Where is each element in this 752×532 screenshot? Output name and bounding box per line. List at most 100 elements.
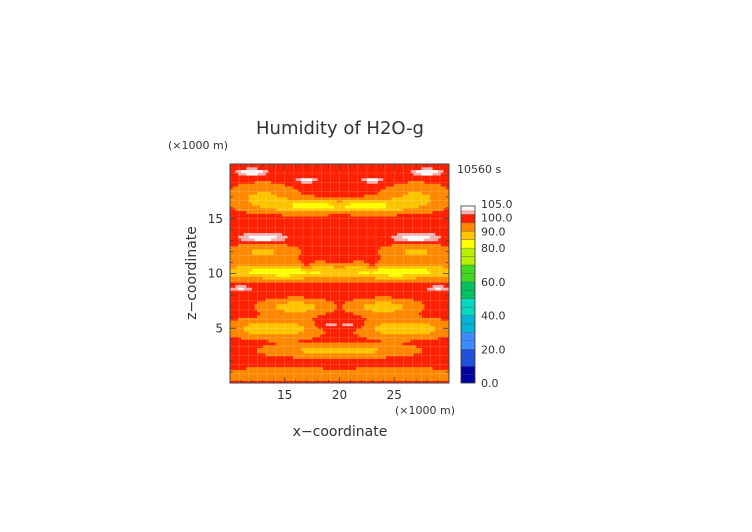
heatmap-cell: [320, 240, 324, 244]
heatmap-cell: [238, 278, 242, 283]
heatmap-cell: [361, 350, 365, 354]
heatmap-cell: [257, 372, 261, 376]
heatmap-cell: [386, 339, 390, 343]
heatmap-cell: [279, 246, 283, 250]
heatmap-cell: [249, 166, 253, 171]
heatmap-cell: [386, 287, 390, 291]
heatmap-cell: [339, 174, 343, 179]
heatmap-cell: [377, 303, 382, 307]
heatmap-cell: [372, 358, 376, 362]
heatmap-cell: [262, 169, 267, 173]
heatmap-cell: [355, 287, 360, 291]
heatmap-cell: [375, 221, 379, 225]
heatmap-cell: [246, 333, 250, 338]
heatmap-cell: [361, 226, 365, 231]
heatmap-cell: [298, 191, 302, 195]
heatmap-cell: [287, 205, 291, 209]
heatmap-cell: [243, 202, 248, 206]
heatmap-cell: [243, 366, 248, 370]
heatmap-cell: [235, 177, 239, 182]
heatmap-cell: [334, 341, 338, 346]
heatmap-cell: [246, 246, 250, 250]
heatmap-cell: [339, 226, 343, 231]
heatmap-cell: [303, 248, 308, 253]
heatmap-cell: [254, 303, 258, 307]
heatmap-cell: [314, 380, 319, 383]
heatmap-cell: [254, 199, 258, 203]
heatmap-cell: [279, 366, 283, 370]
heatmap-cell: [323, 309, 327, 313]
heatmap-cell: [290, 287, 294, 291]
heatmap-cell: [303, 226, 308, 231]
heatmap-cell: [232, 235, 237, 239]
heatmap-cell: [312, 303, 316, 307]
heatmap-cell: [290, 188, 294, 192]
heatmap-cell: [292, 352, 297, 357]
heatmap-cell: [364, 224, 368, 228]
heatmap-cell: [377, 273, 382, 277]
heatmap-cell: [230, 363, 234, 368]
heatmap-cell: [254, 248, 258, 253]
heatmap-cell: [328, 177, 332, 182]
heatmap-cell: [331, 322, 335, 327]
heatmap-cell: [331, 224, 335, 228]
heatmap-cell: [230, 172, 234, 176]
heatmap-cell: [268, 363, 272, 368]
heatmap-cell: [284, 183, 289, 187]
heatmap-cell: [249, 216, 253, 220]
heatmap-cell: [279, 259, 283, 264]
heatmap-cell: [306, 226, 310, 231]
heatmap-cell: [240, 350, 245, 354]
heatmap-cell: [284, 191, 289, 195]
heatmap-cell: [375, 237, 379, 242]
heatmap-cell: [271, 243, 275, 247]
heatmap-cell: [235, 363, 239, 368]
heatmap-cell: [243, 295, 248, 299]
heatmap-cell: [287, 270, 291, 275]
heatmap-cell: [361, 361, 365, 365]
heatmap-cell: [375, 248, 379, 253]
heatmap-cell: [306, 185, 310, 190]
heatmap-cell: [271, 232, 275, 236]
heatmap-cell: [399, 322, 404, 327]
heatmap-cell: [303, 169, 308, 173]
heatmap-cell: [257, 202, 261, 206]
heatmap-cell: [369, 347, 373, 351]
heatmap-cell: [386, 306, 390, 310]
heatmap-cell: [380, 216, 384, 220]
heatmap-cell: [268, 284, 272, 288]
heatmap-cell: [350, 355, 354, 359]
heatmap-cell: [235, 199, 239, 203]
heatmap-cell: [375, 355, 379, 359]
heatmap-cell: [279, 344, 283, 349]
heatmap-cell: [287, 237, 291, 242]
heatmap-cell: [339, 276, 343, 280]
heatmap-cell: [306, 180, 310, 184]
heatmap-cell: [301, 322, 305, 327]
heatmap-cell: [309, 309, 313, 313]
heatmap-cell: [249, 339, 253, 343]
heatmap-cell: [282, 352, 286, 357]
heatmap-cell: [243, 328, 248, 332]
heatmap-cell: [331, 180, 335, 184]
heatmap-cell: [391, 254, 395, 258]
heatmap-cell: [260, 317, 264, 321]
heatmap-cell: [276, 185, 280, 190]
heatmap-cell: [295, 221, 300, 225]
heatmap-cell: [298, 240, 302, 244]
heatmap-cell: [240, 298, 245, 302]
heatmap-cell: [230, 166, 234, 171]
heatmap-cell: [290, 328, 294, 332]
heatmap-cell: [355, 232, 360, 236]
heatmap-cell: [355, 284, 360, 288]
heatmap-cell: [366, 164, 371, 168]
heatmap-cell: [375, 205, 379, 209]
heatmap-cell: [364, 328, 368, 332]
heatmap-cell: [279, 174, 283, 179]
heatmap-cell: [276, 246, 280, 250]
heatmap-cell: [268, 240, 272, 244]
heatmap-cell: [391, 295, 395, 299]
heatmap-cell: [284, 303, 289, 307]
heatmap-cell: [312, 350, 316, 354]
heatmap-cell: [342, 287, 346, 291]
